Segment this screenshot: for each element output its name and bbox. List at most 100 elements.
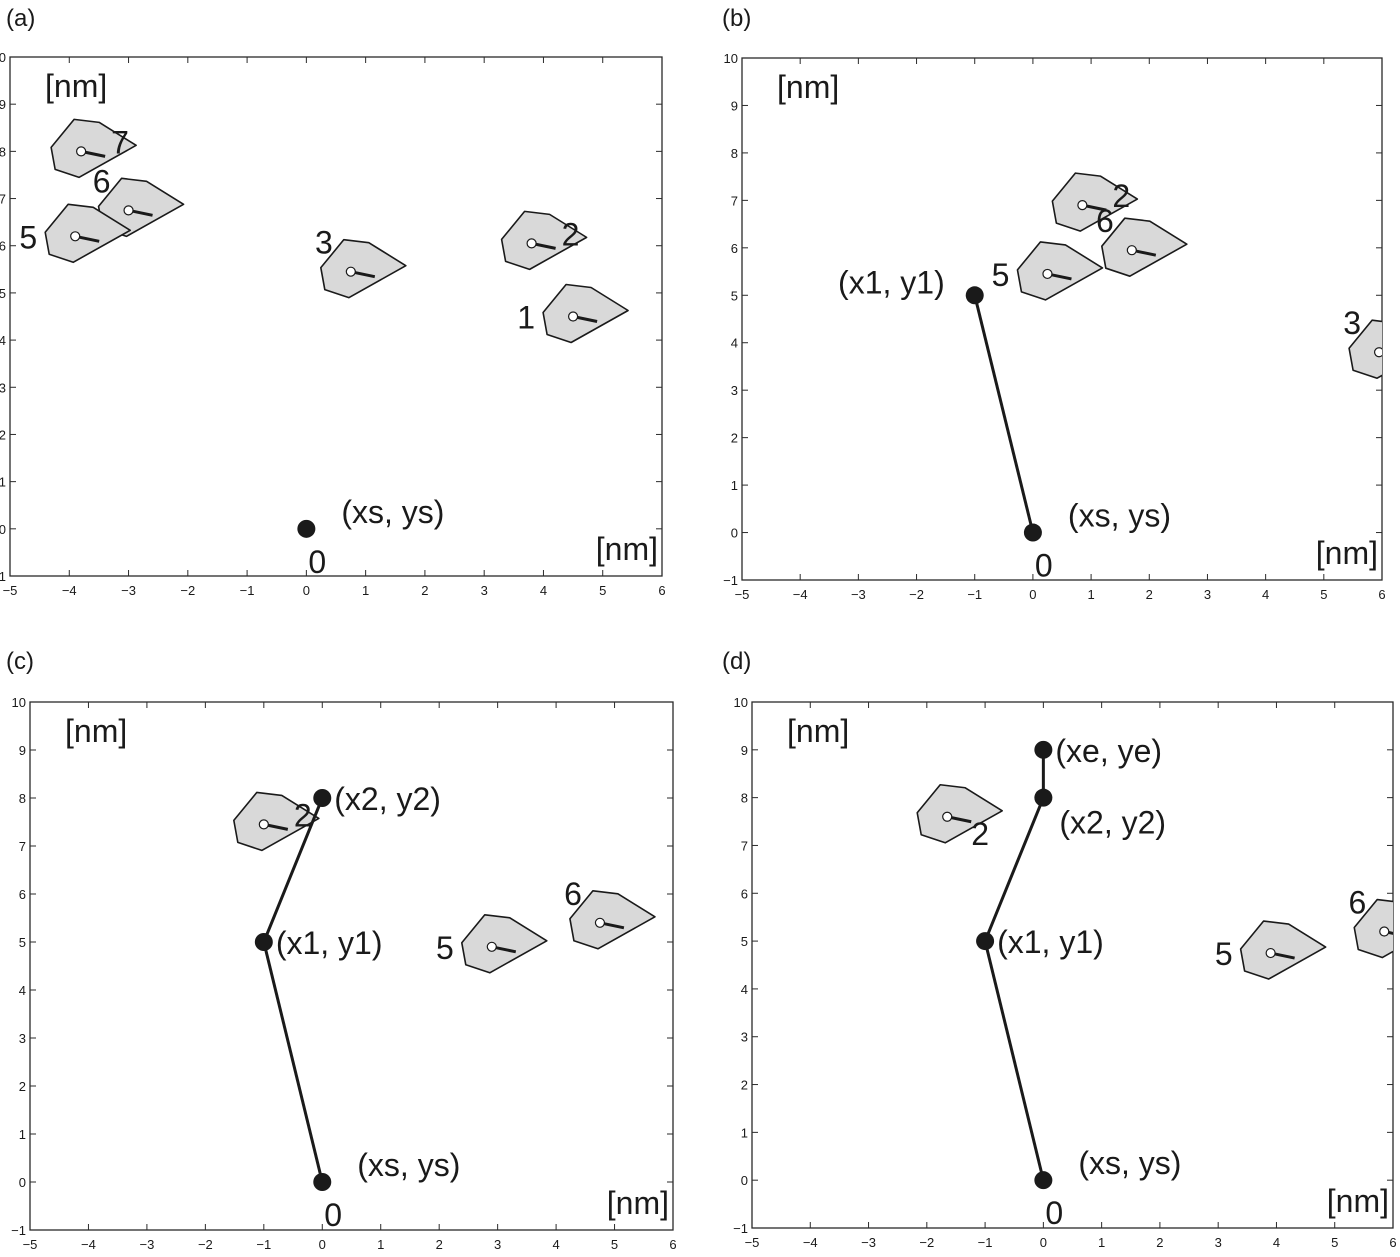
y-tick-label: 5 (731, 288, 738, 303)
y-tick-label: 9 (731, 98, 738, 113)
y-tick-label: 7 (19, 839, 26, 854)
molecule-anchor (1373, 347, 1382, 358)
y-tick-label: 1 (0, 475, 6, 490)
molecule-body (1353, 898, 1393, 959)
molecule-6: 6 (1096, 203, 1188, 277)
y-tick-label: 5 (0, 286, 6, 301)
x-tick-label: 5 (611, 1237, 618, 1252)
axes-frame (9, 56, 663, 577)
path-point-label: (xs, ys) (1068, 498, 1171, 534)
x-tick-label: 0 (319, 1237, 326, 1252)
molecule-label: 5 (436, 930, 454, 966)
y-tick-label: −1 (11, 1223, 26, 1238)
molecule-label: 7 (111, 124, 129, 160)
y-tick-label: 7 (731, 193, 738, 208)
x-tick-label: 4 (1262, 587, 1269, 602)
molecule-anchor (567, 311, 579, 322)
molecule-label: 6 (564, 876, 582, 912)
x-tick-label: 2 (1146, 587, 1153, 602)
x-tick-label: 1 (1087, 587, 1094, 602)
molecule-anchor (486, 941, 497, 952)
molecule-anchor (123, 205, 134, 216)
start-index-label: 0 (1035, 548, 1053, 584)
y-tick-label: 9 (0, 97, 6, 112)
x-tick-label: 0 (303, 583, 310, 598)
y-tick-label: 2 (19, 1079, 26, 1094)
x-tick-label: −4 (81, 1237, 96, 1252)
x-tick-label: 0 (1029, 587, 1036, 602)
y-tick-label: 6 (0, 239, 6, 254)
y-tick-label: 6 (19, 887, 26, 902)
panel-a: (a)−5−4−3−2−10123456−1012345678910[nm][n… (0, 5, 666, 598)
y-tick-label: −1 (733, 1221, 748, 1236)
y-tick-label: 4 (731, 336, 738, 351)
molecule-2: 2 (916, 783, 1004, 852)
axes-frame (741, 57, 1383, 581)
molecule-anchor (1126, 245, 1137, 256)
molecule-5: 5 (436, 913, 548, 974)
y-tick-label: 10 (734, 695, 748, 710)
x-tick-label: 3 (1204, 587, 1211, 602)
panel-label: (c) (6, 648, 34, 675)
x-tick-label: 1 (1098, 1235, 1105, 1250)
y-tick-label: 10 (12, 695, 26, 710)
molecule-body (916, 783, 1004, 844)
y-tick-label: 5 (19, 935, 26, 950)
y-tick-label: 10 (0, 50, 6, 65)
y-axis-unit-label: [nm] (45, 68, 107, 104)
y-tick-label: 0 (0, 522, 6, 537)
molecule-2: 2 (500, 210, 588, 271)
molecule-label: 6 (1096, 203, 1114, 239)
panel-c: (c) −5 −4 −3 −2 −1 0 1 2 3 4 5 6 −1 0 1 2 3 4 5 6 7 8 9 10 [nm] [n… (6, 648, 677, 1252)
path-point-label: (x2, y2) (334, 781, 441, 817)
molecule-body (50, 118, 137, 179)
molecule-label: 5 (1215, 936, 1233, 972)
molecule-label: 3 (1343, 305, 1361, 341)
molecule-5: 5 (19, 203, 131, 264)
x-tick-label: 1 (362, 583, 369, 598)
y-tick-label: 9 (19, 743, 26, 758)
x-tick-label: 6 (1378, 587, 1385, 602)
molecule-anchor (1265, 947, 1276, 959)
start-index-label: 0 (308, 544, 326, 580)
molecule-anchor (1042, 268, 1053, 280)
x-tick-label: 6 (1389, 1235, 1396, 1250)
y-tick-label: 6 (741, 886, 748, 901)
path-point (1034, 1171, 1053, 1190)
y-tick-label: 2 (741, 1078, 748, 1093)
path-point-label: (xs, ys) (1078, 1145, 1181, 1181)
molecule-anchor (76, 146, 87, 157)
molecule-label: 1 (517, 300, 535, 336)
path-point-label: (xe, ye) (1055, 733, 1162, 769)
path-point (1034, 788, 1053, 807)
y-tick-label: 7 (741, 838, 748, 853)
x-tick-label: −5 (745, 1235, 760, 1250)
x-tick-label: 5 (1331, 1235, 1338, 1250)
path-point-label: (x1, y1) (997, 924, 1104, 960)
y-tick-label: 1 (741, 1125, 748, 1140)
molecule-1: 1 (517, 283, 629, 344)
molecule-body (44, 203, 131, 264)
path-point-label: (xs, ys) (341, 494, 444, 530)
y-tick-label: −1 (723, 573, 738, 588)
x-tick-label: 5 (599, 583, 606, 598)
x-tick-label: −1 (256, 1237, 271, 1252)
molecule-anchor (526, 238, 537, 249)
y-tick-label: 4 (19, 983, 26, 998)
molecule-anchor (1379, 926, 1390, 937)
x-tick-label: 2 (436, 1237, 443, 1252)
x-tick-label: −3 (121, 583, 136, 598)
x-tick-label: 0 (1040, 1235, 1047, 1250)
path-point (254, 933, 273, 951)
x-tick-label: 6 (669, 1237, 676, 1252)
x-tick-label: −4 (803, 1235, 818, 1250)
y-tick-label: 8 (741, 791, 748, 806)
path-point (313, 1173, 332, 1191)
y-tick-label: 4 (0, 333, 6, 348)
path-segment (973, 294, 1035, 533)
y-tick-label: 4 (741, 982, 748, 997)
molecule-7: 7 (50, 118, 137, 179)
x-tick-label: 2 (421, 583, 428, 598)
y-tick-label: 8 (0, 144, 6, 159)
x-axis-unit-label: [nm] (607, 1185, 669, 1221)
